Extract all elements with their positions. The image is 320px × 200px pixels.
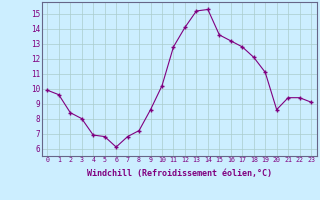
X-axis label: Windchill (Refroidissement éolien,°C): Windchill (Refroidissement éolien,°C) [87,169,272,178]
